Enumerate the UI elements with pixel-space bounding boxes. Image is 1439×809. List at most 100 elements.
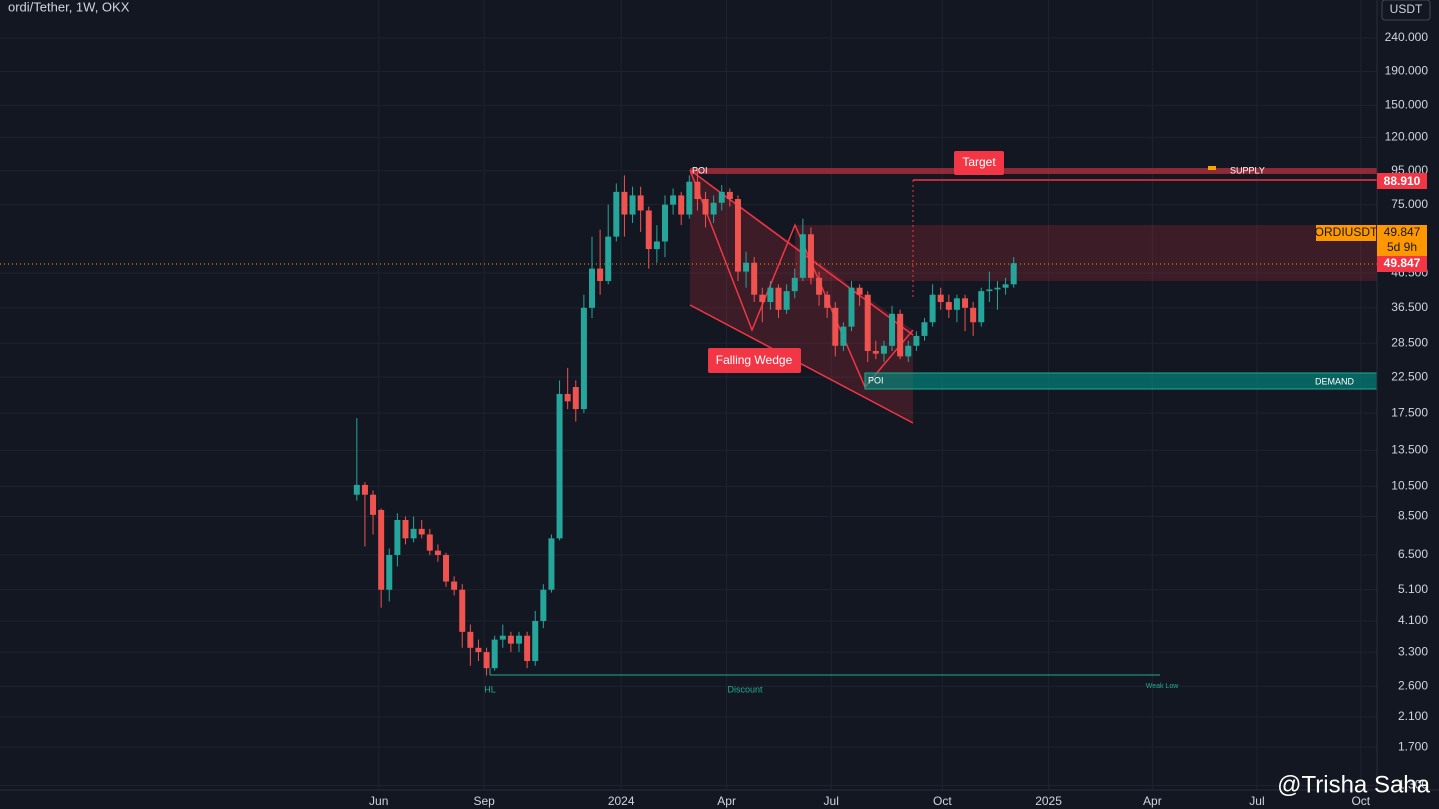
- candle-body: [451, 581, 458, 590]
- candle-body: [613, 191, 620, 237]
- x-tick-label: Jul: [824, 794, 839, 808]
- candle-body: [734, 199, 741, 272]
- candle-body: [889, 313, 896, 346]
- candle-body: [637, 195, 644, 211]
- candles: [353, 170, 1017, 676]
- wedge-lower: [689, 304, 914, 424]
- candle-body: [953, 298, 960, 310]
- price-tag: [1377, 256, 1427, 272]
- y-tick-label: 2.100: [1398, 709, 1428, 723]
- candle-body: [605, 236, 612, 282]
- candle-body: [483, 652, 490, 669]
- y-tick-label: 120.000: [1385, 130, 1429, 144]
- demand-label: DEMAND: [1315, 376, 1355, 386]
- candle-body: [645, 210, 652, 250]
- y-tick-label: 3.300: [1398, 644, 1428, 658]
- candle-body: [743, 262, 750, 272]
- candle-body: [410, 528, 417, 539]
- price-axis: [1377, 0, 1439, 790]
- candle-body: [962, 298, 969, 308]
- y-tick-label: 150.000: [1385, 98, 1429, 112]
- candle-body: [905, 345, 912, 357]
- candle-body: [402, 519, 409, 539]
- candle-body: [678, 195, 685, 215]
- hl-label: HL: [484, 684, 496, 694]
- y-tick-label: 4.100: [1398, 613, 1428, 627]
- candle-body: [507, 635, 514, 644]
- candle-body: [597, 268, 604, 282]
- x-tick-label: 2025: [1035, 794, 1062, 808]
- candle-body: [378, 509, 385, 590]
- wedge-label: Falling Wedge: [716, 353, 793, 367]
- x-tick-label: Jun: [369, 794, 388, 808]
- y-tick-label: 17.500: [1391, 405, 1428, 419]
- candle-body: [516, 635, 523, 644]
- candle-body: [670, 195, 677, 205]
- symbol: ORDIUSDT: [1315, 225, 1378, 239]
- candle-body: [499, 635, 506, 640]
- candle-body: [872, 350, 879, 354]
- candle-body: [1002, 284, 1009, 288]
- candle-body: [588, 268, 595, 308]
- candle-body: [370, 494, 377, 515]
- candle-body: [816, 277, 823, 295]
- supply-label: SUPPLY: [1230, 165, 1265, 175]
- candle-body: [807, 234, 814, 278]
- currency: USDT: [1390, 2, 1423, 16]
- x-tick-label: Oct: [1351, 794, 1370, 808]
- candle-body: [661, 204, 668, 242]
- target-price: 88.910: [1384, 174, 1421, 188]
- x-tick-label: 2024: [608, 794, 635, 808]
- candle-body: [937, 294, 944, 303]
- candle-body: [653, 241, 660, 250]
- y-tick-label: 6.500: [1398, 547, 1428, 561]
- y-tick-label: 190.000: [1385, 64, 1429, 78]
- currency-box[interactable]: [1381, 0, 1431, 21]
- candle-body: [718, 191, 725, 203]
- candle-body: [1010, 263, 1017, 285]
- candle-body: [572, 386, 579, 410]
- discount-label: Discount: [727, 684, 763, 694]
- candle-body: [710, 202, 717, 215]
- candle-body: [386, 554, 393, 590]
- candle-body: [686, 181, 693, 215]
- candle-body: [475, 647, 482, 653]
- x-tick-label: Jul: [1249, 794, 1264, 808]
- y-tick-label: 5.100: [1398, 582, 1428, 596]
- demand-zone: [864, 372, 1378, 390]
- candle-body: [532, 620, 539, 662]
- resistance-zone: [795, 225, 1377, 281]
- weak-low-label: Weak Low: [1146, 683, 1179, 690]
- candle-body: [945, 302, 952, 310]
- watermark: @Trisha Saha: [1277, 771, 1431, 798]
- candle-body: [848, 287, 855, 327]
- y-tick-label: 75.000: [1391, 197, 1428, 211]
- x-tick-label: Apr: [1143, 794, 1162, 808]
- candle-body: [783, 291, 790, 310]
- candle-body: [840, 326, 847, 346]
- candle-body: [856, 287, 863, 295]
- y-tick-label: 8.500: [1398, 509, 1428, 523]
- supply-marker: [1208, 166, 1216, 170]
- y-tick-label: 1.700: [1398, 739, 1428, 753]
- candle-body: [621, 191, 628, 215]
- candle-body: [880, 345, 887, 354]
- wedge-zigzag: [689, 169, 914, 389]
- candle-body: [751, 262, 758, 295]
- symbol-tag: [1316, 225, 1376, 241]
- price-tag: [1377, 173, 1427, 189]
- candle-body: [467, 631, 474, 648]
- candle-body: [459, 589, 466, 632]
- target-label: Target: [962, 155, 996, 169]
- candle-body: [994, 287, 1001, 290]
- candle-body: [426, 534, 433, 551]
- y-tick-label: 1.300: [1398, 778, 1428, 792]
- axis-labels: 240.000190.000150.000120.00095.00075.000…: [369, 30, 1428, 808]
- wedge-area: [690, 170, 913, 423]
- y-tick-label: 28.500: [1391, 335, 1428, 349]
- candle-body: [759, 294, 766, 303]
- candle-body: [767, 287, 774, 303]
- chart-title: ordi/Tether, 1W, OKX: [8, 0, 130, 14]
